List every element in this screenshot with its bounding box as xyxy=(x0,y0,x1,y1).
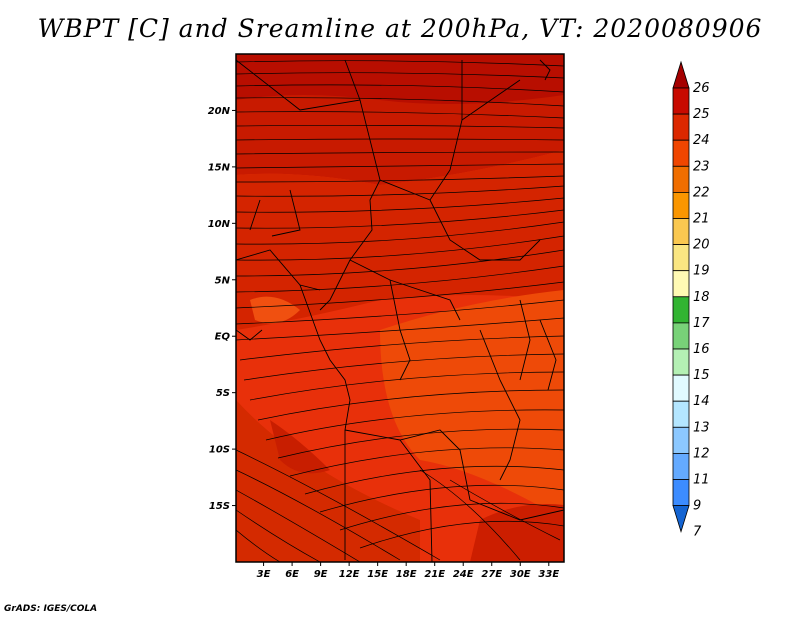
colorbar-segment xyxy=(672,400,690,428)
colorbar-label: 17 xyxy=(693,316,710,331)
colorbar-label: 16 xyxy=(693,342,710,357)
colorbar-segment xyxy=(672,479,690,507)
colorbar-label: 24 xyxy=(693,133,710,148)
lat-tick-label: EQ xyxy=(215,332,231,343)
colorbar-label: 23 xyxy=(693,159,710,174)
lon-tick-label: 24E xyxy=(453,569,474,580)
colorbar-segment xyxy=(672,322,690,350)
lon-tick-label: 9E xyxy=(314,569,328,580)
colorbar-segment xyxy=(672,505,690,533)
lon-tick-label: 18E xyxy=(396,569,417,580)
lon-tick-label: 30E xyxy=(510,569,531,580)
colorbar-label: 11 xyxy=(693,473,710,488)
colorbar-segment xyxy=(672,270,690,298)
colorbar-segment xyxy=(672,191,690,219)
lat-tick-label: 15S xyxy=(209,501,230,512)
colorbar-label: 26 xyxy=(693,81,710,96)
lat-tick-label: 15N xyxy=(208,162,231,173)
colorbar-segment xyxy=(672,87,690,115)
lat-tick-label: 10S xyxy=(209,445,230,456)
lat-tick-label: 5S xyxy=(216,388,230,399)
colorbar-segment xyxy=(672,374,690,402)
lat-tick-label: 5N xyxy=(215,275,231,286)
map-title: WBPT [C] and Sreamline at 200hPa, VT: 20… xyxy=(37,14,763,43)
lon-tick-label: 21E xyxy=(424,569,445,580)
colorbar-label: 14 xyxy=(693,394,710,409)
colorbar-segment xyxy=(672,426,690,454)
colorbar-segment xyxy=(672,452,690,480)
country-borders xyxy=(236,59,564,562)
colorbar-label: 15 xyxy=(693,368,710,383)
lon-tick-label: 15E xyxy=(367,569,388,580)
colorbar-label: 7 xyxy=(693,525,702,540)
lon-tick-label: 3E xyxy=(257,569,271,580)
colorbar-segment xyxy=(672,348,690,376)
lon-tick-label: 12E xyxy=(339,569,360,580)
lon-tick-label: 27E xyxy=(481,569,502,580)
longitude-axis: 3E 6E 9E 12E 15E 18E 21E 24E 27E 30E 33E xyxy=(257,562,559,580)
colorbar: 26 25 24 23 22 21 20 19 18 17 16 15 14 13 12 11 9 7 xyxy=(672,60,710,540)
colorbar-label: 13 xyxy=(693,420,710,435)
lon-tick-label: 33E xyxy=(538,569,559,580)
lon-tick-label: 6E xyxy=(285,569,299,580)
grads-credit: GrADS: IGES/COLA xyxy=(4,604,98,614)
colorbar-segment xyxy=(672,296,690,324)
colorbar-segment xyxy=(672,244,690,272)
map-frame xyxy=(235,53,565,563)
colorbar-label: 25 xyxy=(693,107,710,122)
colorbar-segment xyxy=(672,165,690,193)
colorbar-segment xyxy=(672,60,690,89)
colorbar-label: 9 xyxy=(693,499,701,514)
colorbar-label: 18 xyxy=(693,290,710,305)
wbpt-shading xyxy=(236,54,564,562)
colorbar-segment xyxy=(672,139,690,167)
colorbar-segment xyxy=(672,113,690,141)
colorbar-segment xyxy=(672,218,690,246)
colorbar-label: 12 xyxy=(693,446,710,461)
colorbar-label: 19 xyxy=(693,264,710,279)
lat-tick-label: 10N xyxy=(208,219,231,230)
colorbar-label: 20 xyxy=(693,238,710,253)
colorbar-label: 22 xyxy=(693,185,710,200)
colorbar-label: 21 xyxy=(693,212,710,227)
latitude-axis: 20N 15N 10N 5N EQ 5S 10S 15S xyxy=(208,106,236,512)
lat-tick-label: 20N xyxy=(208,106,231,117)
